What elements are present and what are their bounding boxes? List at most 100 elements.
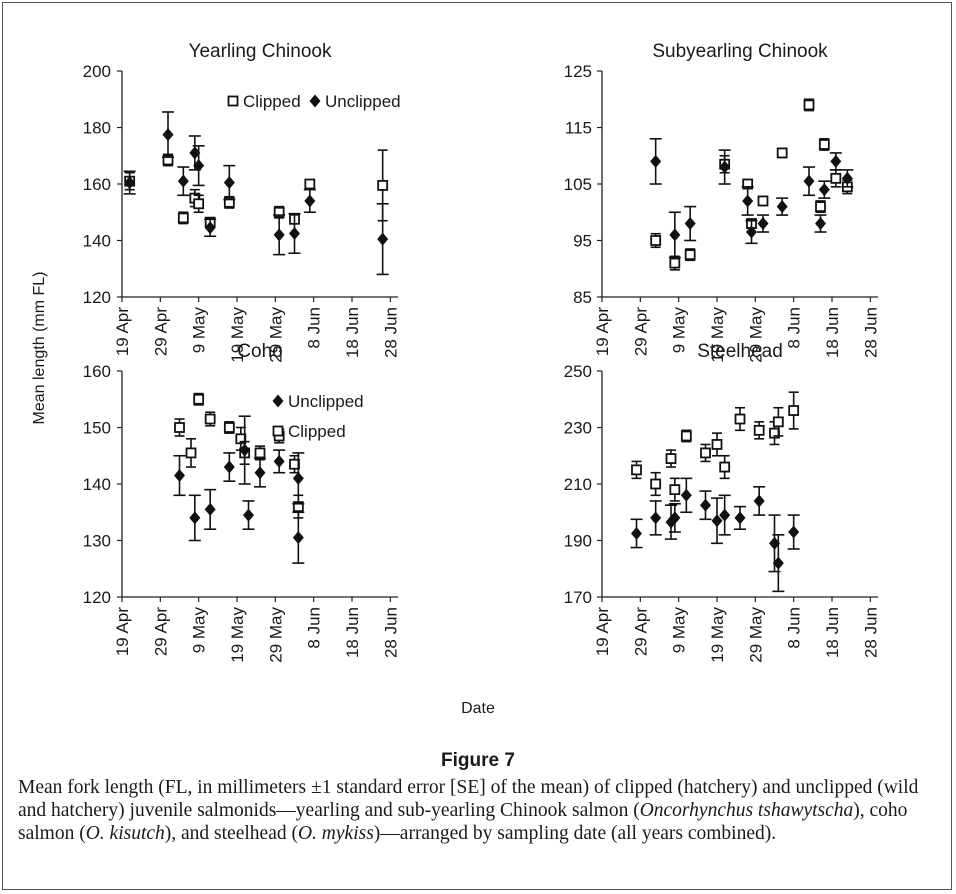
y-tick-label: 120 (83, 288, 111, 307)
marker-unclipped (669, 511, 681, 525)
legend-marker-unclipped (309, 94, 321, 108)
legend-label: Unclipped (288, 392, 364, 411)
marker-clipped (776, 147, 788, 159)
caption-part: ), and steelhead ( (164, 823, 298, 844)
marker-unclipped (830, 154, 842, 168)
marker-unclipped (700, 498, 711, 512)
y-tick-label: 150 (83, 419, 111, 438)
marker-unclipped (273, 454, 285, 468)
figure-charts: Yearling Chinook 120 140 160 180 200 19 Apr 29 … (31, 41, 881, 717)
y-tick-label: 120 (83, 588, 111, 607)
chart-title: Coho (237, 341, 282, 362)
chart-title: Steelhead (697, 341, 783, 362)
x-tick-label: 19 May (708, 307, 727, 363)
legend-marker-unclipped (272, 394, 284, 408)
chart-panel: Subyearling Chinook 85 95 105 115 125 19 Apr 29… (564, 41, 881, 363)
marker-unclipped (650, 511, 662, 525)
y-tick-label: 160 (83, 362, 111, 381)
marker-unclipped (292, 471, 304, 485)
caption-species-name: O. mykiss (297, 823, 374, 844)
chart-panel: Yearling Chinook 120 140 160 180 200 19 Apr 29 … (83, 41, 401, 363)
series-unclipped (173, 415, 305, 564)
x-tick-label: 18 Jun (823, 607, 842, 658)
series-clipped (174, 392, 304, 519)
x-tick-label: 8 Jun (305, 607, 324, 649)
marker-unclipped (753, 494, 765, 508)
x-tick-label: 9 May (670, 307, 689, 354)
x-tick-label: 29 Apr (631, 607, 650, 656)
caption-part: ), coho salmon ( (18, 800, 908, 844)
x-tick-label: 19 Apr (593, 607, 612, 656)
marker-unclipped (719, 508, 731, 522)
caption-part: )—arranged by sampling date (all years c… (373, 823, 777, 844)
series-clipped (631, 391, 800, 502)
y-tick-label: 190 (564, 532, 592, 551)
marker-clipped (684, 249, 696, 261)
y-tick-label: 170 (564, 588, 592, 607)
caption-part: Mean fork length (FL, in millimeters ±1 … (18, 777, 919, 821)
y-tick-label: 250 (564, 362, 592, 381)
figure-label: Figure 7 (441, 750, 515, 771)
marker-unclipped (769, 536, 780, 550)
marker-clipped (174, 422, 185, 433)
x-tick-label: 29 May (746, 307, 765, 363)
marker-clipped (734, 413, 746, 425)
y-tick-label: 125 (564, 62, 592, 81)
y-tick-label: 180 (83, 119, 111, 138)
marker-clipped (177, 212, 189, 224)
x-tick-label: 8 Jun (785, 607, 804, 649)
marker-unclipped (223, 460, 235, 474)
marker-unclipped (803, 174, 815, 188)
x-tick-label: 9 May (670, 607, 689, 654)
y-tick-label: 140 (83, 475, 111, 494)
series-unclipped (123, 111, 389, 276)
marker-unclipped (772, 556, 784, 570)
marker-clipped (772, 416, 784, 428)
marker-clipped (719, 461, 731, 473)
x-axis-title: Date (461, 700, 495, 717)
marker-unclipped (204, 502, 216, 516)
x-tick-label: 29 Apr (151, 307, 170, 356)
marker-clipped (185, 447, 197, 459)
x-tick-label: 28 Jun (381, 307, 400, 358)
caption-species-name: O. kisutch (85, 823, 165, 844)
marker-clipped (193, 393, 205, 405)
marker-unclipped (189, 146, 201, 160)
marker-clipped (204, 413, 216, 425)
x-tick-label: 29 May (266, 607, 285, 663)
marker-clipped (711, 439, 723, 450)
chart-panel: Steelhead 170 190 210 230 250 19 Apr 29 Apr 9 Ma… (564, 341, 881, 663)
x-tick-label: 28 Jun (381, 607, 400, 658)
chart-title: Yearling Chinook (189, 41, 332, 62)
x-tick-label: 29 May (266, 307, 285, 363)
marker-clipped (757, 195, 769, 207)
marker-clipped (700, 447, 711, 459)
marker-unclipped (239, 443, 251, 457)
legend-label: Unclipped (325, 92, 401, 111)
x-tick-label: 9 May (190, 607, 209, 654)
marker-clipped (815, 201, 826, 213)
marker-unclipped (669, 228, 681, 242)
marker-unclipped (719, 160, 731, 174)
marker-unclipped (273, 228, 285, 242)
marker-clipped (788, 405, 800, 416)
marker-unclipped (757, 217, 769, 231)
marker-clipped (753, 424, 765, 436)
marker-unclipped (204, 221, 216, 235)
marker-unclipped (177, 174, 189, 188)
x-tick-label: 28 Jun (861, 607, 880, 658)
marker-unclipped (243, 508, 254, 522)
series-clipped (650, 98, 853, 271)
y-axis-title: Mean length (mm FL) (31, 272, 48, 425)
x-tick-label: 18 Jun (823, 307, 842, 358)
marker-unclipped (746, 225, 757, 239)
marker-unclipped (377, 232, 389, 246)
marker-unclipped (818, 183, 830, 197)
y-tick-label: 230 (564, 419, 592, 438)
marker-unclipped (841, 171, 853, 185)
y-tick-label: 140 (83, 232, 111, 251)
y-tick-label: 115 (565, 119, 592, 138)
x-tick-label: 29 Apr (151, 607, 170, 656)
marker-unclipped (711, 514, 723, 528)
